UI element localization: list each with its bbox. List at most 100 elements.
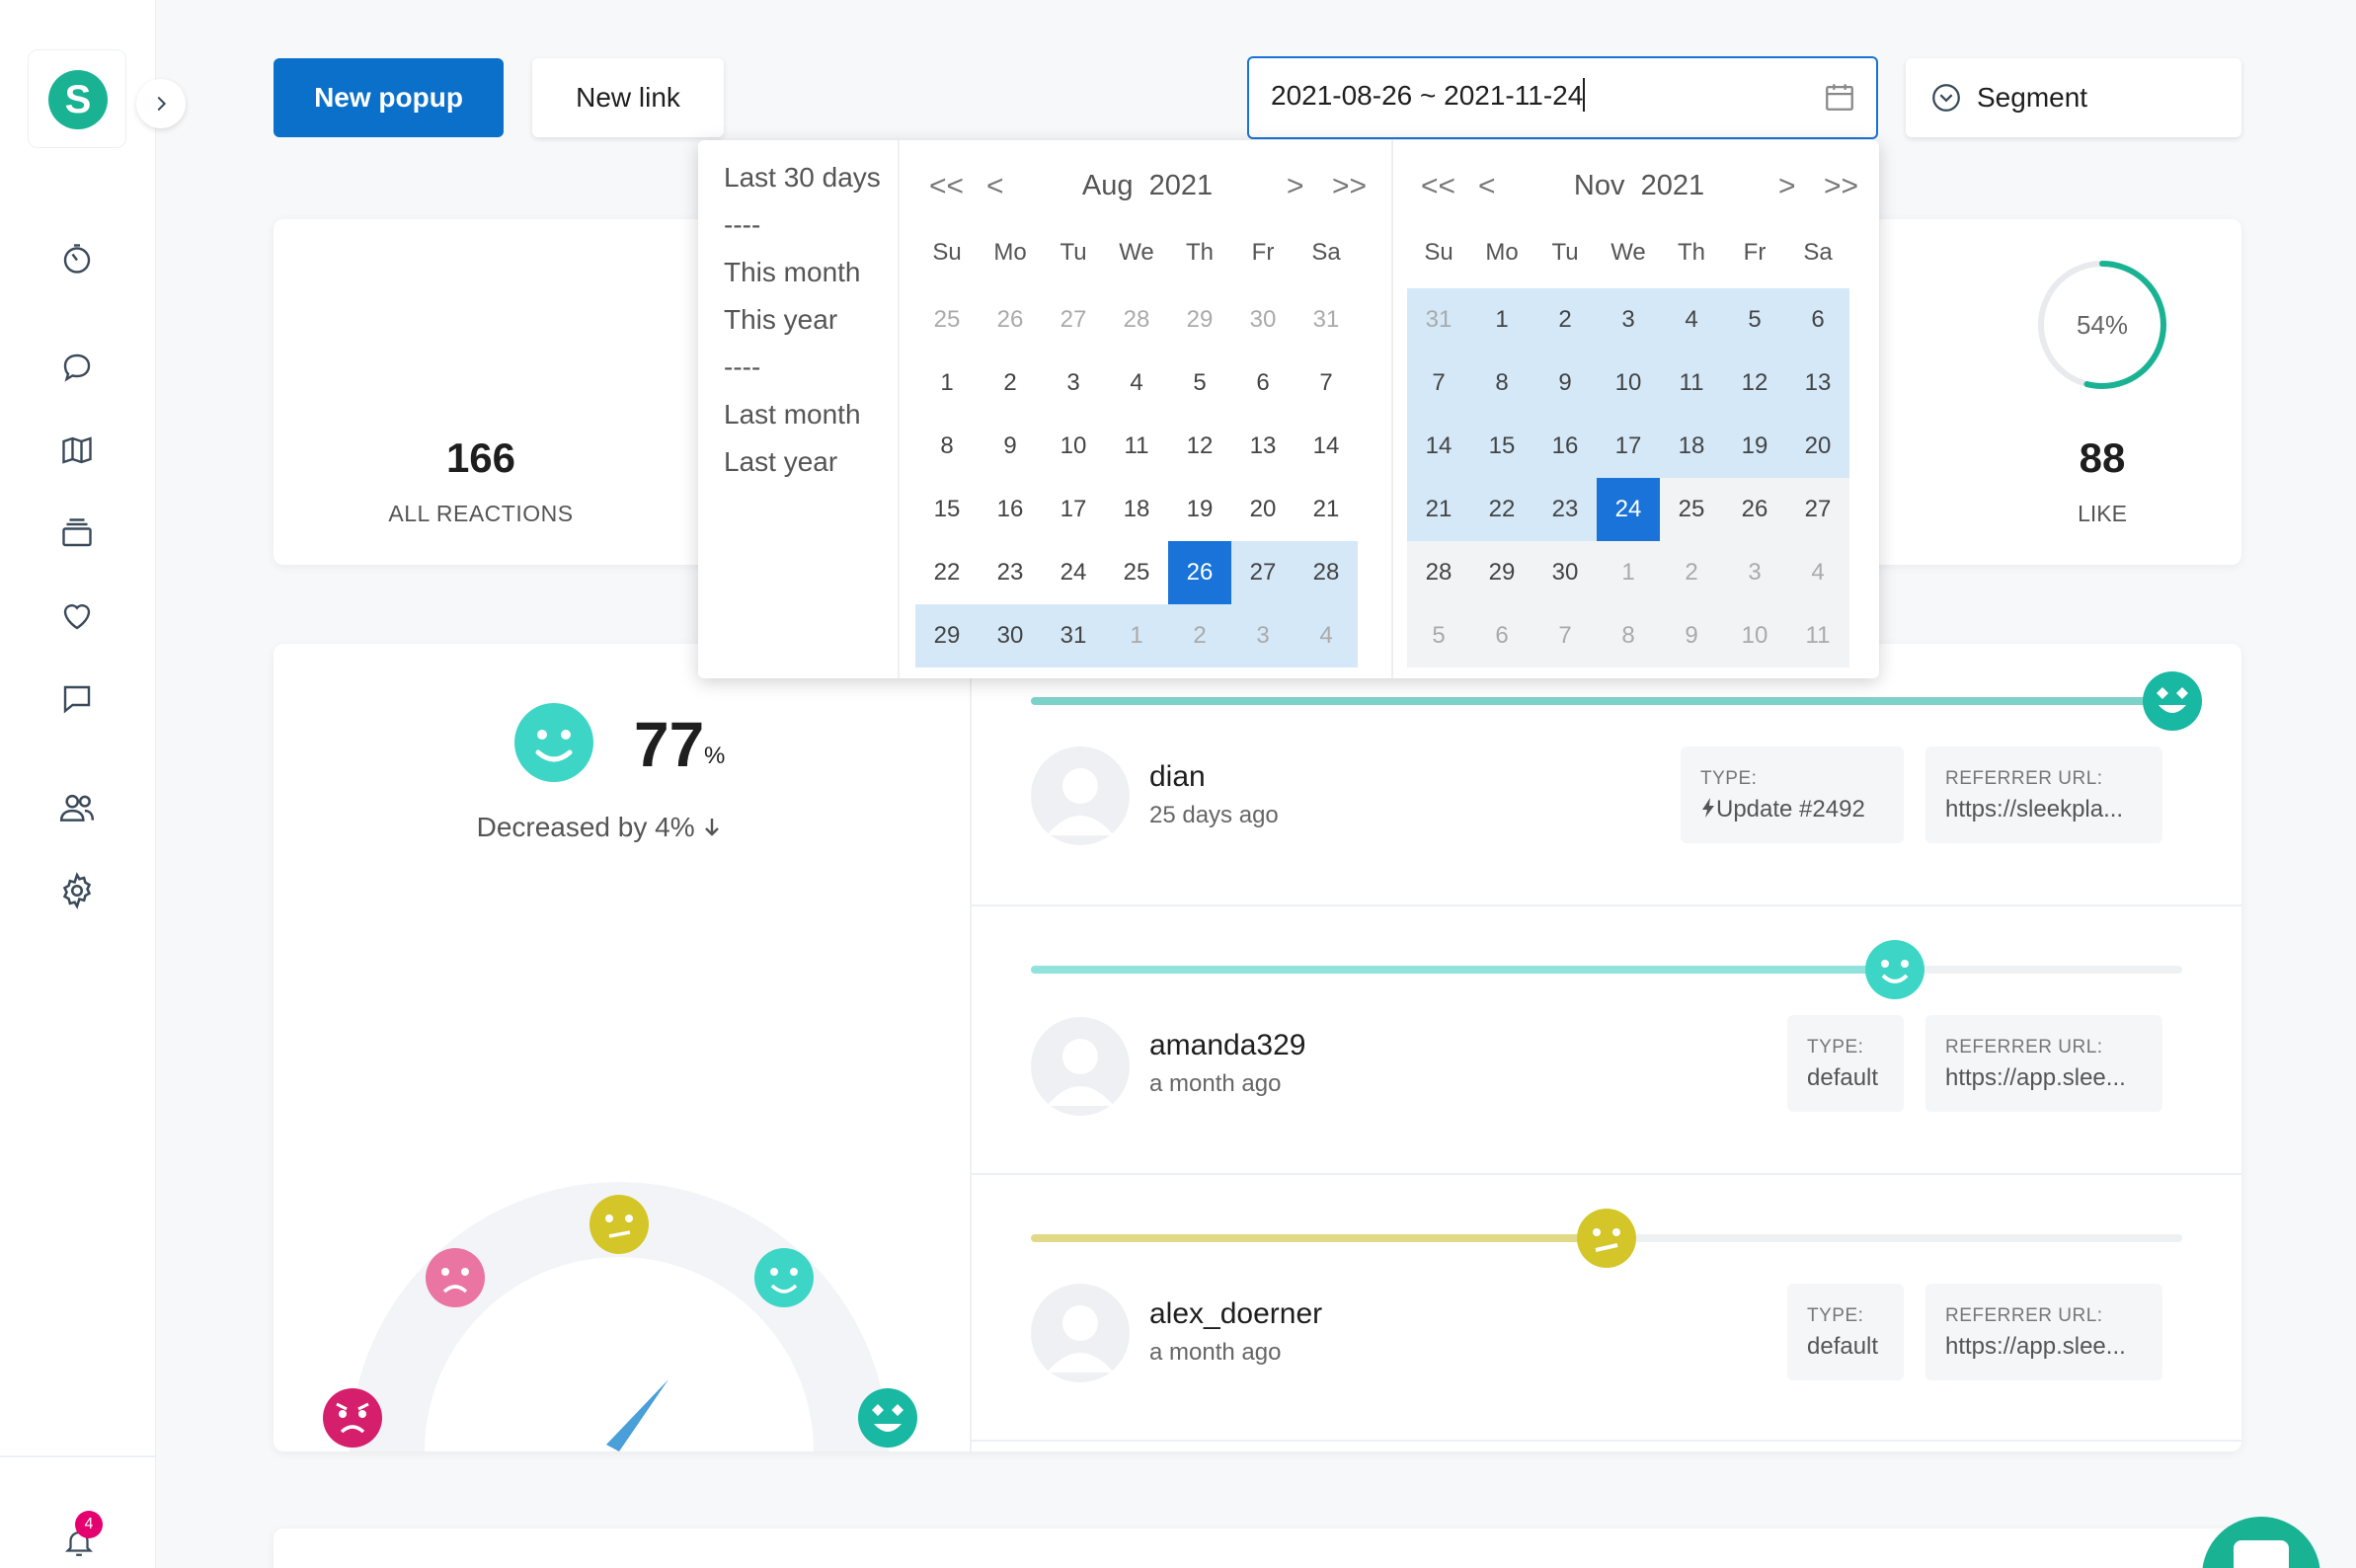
calendar-day[interactable]: 30 [979, 604, 1042, 667]
calendar-day[interactable]: 29 [1186, 306, 1214, 333]
calendar-day[interactable]: 9 [1660, 604, 1723, 667]
calendar-day[interactable]: 13 [1786, 352, 1849, 415]
gear-icon[interactable] [55, 869, 99, 912]
next-month-button[interactable]: > [1287, 170, 1304, 202]
calendar-title[interactable]: Aug 2021 [902, 170, 1393, 202]
calendar-day[interactable]: 25 [1660, 478, 1723, 541]
prev-month-button[interactable]: < [986, 170, 1004, 202]
neutral-face-icon[interactable] [1577, 1209, 1636, 1268]
preset-last-30-days[interactable]: Last 30 days [724, 162, 881, 193]
calendar-day[interactable]: 28 [1295, 541, 1358, 604]
calendar-day[interactable]: 13 [1249, 432, 1277, 459]
calendar-day[interactable]: 1 [1597, 541, 1660, 604]
calendar-day[interactable]: 2 [1003, 369, 1017, 396]
prev-year-button[interactable]: << [929, 170, 965, 202]
preset-last-month[interactable]: Last month [724, 399, 861, 430]
calendar-day[interactable]: 18 [1123, 496, 1150, 522]
username[interactable]: alex_doerner [1149, 1297, 1323, 1330]
referrer-value[interactable]: https://sleekpla... [1945, 796, 2124, 823]
calendar-day[interactable]: 2 [1533, 288, 1597, 352]
calendar-day[interactable]: 2 [1660, 541, 1723, 604]
calendar-day[interactable]: 16 [1533, 415, 1597, 478]
calendar-day[interactable]: 31 [1042, 604, 1105, 667]
calendar-day[interactable]: 5 [1193, 369, 1207, 396]
calendar-day[interactable]: 3 [1231, 604, 1295, 667]
calendar-day[interactable]: 17 [1060, 496, 1087, 522]
calendar-day-selected[interactable]: 24 [1597, 478, 1660, 541]
calendar-day[interactable]: 25 [933, 306, 961, 333]
calendar-day[interactable]: 4 [1130, 369, 1143, 396]
calendar-day[interactable]: 6 [1470, 604, 1533, 667]
calendar-day[interactable]: 3 [1066, 369, 1080, 396]
calendar-day[interactable]: 28 [1123, 306, 1150, 333]
next-year-button[interactable]: >> [1824, 170, 1859, 202]
calendar-day[interactable]: 25 [1123, 559, 1150, 586]
calendar-day[interactable]: 7 [1319, 369, 1333, 396]
calendar-day[interactable]: 5 [1723, 288, 1786, 352]
feed-item[interactable]: alex_doerner a month ago TYPE: default R… [972, 1175, 2241, 1442]
calendar-day[interactable]: 6 [1786, 288, 1849, 352]
calendar-day[interactable]: 31 [1312, 306, 1340, 333]
logo-container[interactable]: S [28, 49, 126, 148]
calendar-day[interactable]: 29 [1470, 541, 1533, 604]
calendar-day[interactable]: 14 [1407, 415, 1470, 478]
chat-bubble-icon[interactable] [55, 346, 99, 389]
calendar-day[interactable]: 9 [1003, 432, 1017, 459]
date-range-input[interactable]: 2021-08-26 ~ 2021-11-24 [1247, 56, 1878, 139]
calendar-day[interactable]: 24 [1060, 559, 1087, 586]
calendar-day[interactable]: 30 [1249, 306, 1277, 333]
calendar-day[interactable]: 8 [940, 432, 954, 459]
calendar-day[interactable]: 11 [1786, 604, 1849, 667]
message-icon[interactable] [55, 677, 99, 721]
calendar-day[interactable]: 20 [1249, 496, 1277, 522]
calendar-day[interactable]: 11 [1660, 352, 1723, 415]
new-popup-button[interactable]: New popup [274, 58, 504, 137]
calendar-day[interactable]: 31 [1407, 288, 1470, 352]
next-year-button[interactable]: >> [1332, 170, 1368, 202]
calendar-day[interactable]: 15 [1470, 415, 1533, 478]
calendar-day[interactable]: 30 [1533, 541, 1597, 604]
prev-month-button[interactable]: < [1478, 170, 1496, 202]
calendar-day[interactable]: 15 [933, 496, 961, 522]
calendar-day[interactable]: 16 [996, 496, 1024, 522]
referrer-value[interactable]: https://app.slee... [1945, 1333, 2126, 1360]
calendar-day[interactable]: 2 [1168, 604, 1231, 667]
happy-face-icon[interactable] [1865, 940, 1924, 999]
preset-this-year[interactable]: This year [724, 304, 838, 335]
calendar-day[interactable]: 4 [1786, 541, 1849, 604]
calendar-day[interactable]: 8 [1470, 352, 1533, 415]
calendar-icon[interactable] [1823, 80, 1856, 114]
calendar-day[interactable]: 1 [1105, 604, 1168, 667]
calendar-day[interactable]: 27 [1786, 478, 1849, 541]
calendar-day[interactable]: 26 [1723, 478, 1786, 541]
calendar-day[interactable]: 20 [1786, 415, 1849, 478]
love-face-icon[interactable] [2143, 671, 2202, 731]
calendar-day[interactable]: 12 [1723, 352, 1786, 415]
calendar-day[interactable]: 3 [1723, 541, 1786, 604]
calendar-day[interactable]: 3 [1597, 288, 1660, 352]
calendar-day[interactable]: 21 [1312, 496, 1340, 522]
chat-launcher-button[interactable] [2202, 1517, 2320, 1568]
preset-last-year[interactable]: Last year [724, 446, 838, 477]
calendar-title[interactable]: Nov 2021 [1393, 170, 1885, 202]
username[interactable]: dian [1149, 760, 1206, 793]
calendar-day[interactable]: 1 [940, 369, 954, 396]
calendar-day[interactable]: 5 [1407, 604, 1470, 667]
expand-sidebar-button[interactable] [136, 79, 186, 128]
calendar-day[interactable]: 14 [1312, 432, 1340, 459]
calendar-day[interactable]: 18 [1660, 415, 1723, 478]
calendar-day[interactable]: 11 [1124, 432, 1149, 459]
calendar-day[interactable]: 29 [915, 604, 979, 667]
calendar-day[interactable]: 26 [996, 306, 1024, 333]
timer-icon[interactable] [55, 237, 99, 280]
stack-icon[interactable] [55, 511, 99, 555]
calendar-day[interactable]: 23 [996, 559, 1024, 586]
calendar-day[interactable]: 4 [1295, 604, 1358, 667]
calendar-day[interactable]: 19 [1186, 496, 1214, 522]
calendar-day[interactable]: 28 [1407, 541, 1470, 604]
feed-item[interactable]: dian 25 days ago TYPE: Update #2492 REFE… [972, 644, 2241, 906]
calendar-day[interactable]: 22 [933, 559, 961, 586]
next-month-button[interactable]: > [1778, 170, 1796, 202]
referrer-value[interactable]: https://app.slee... [1945, 1064, 2126, 1091]
calendar-day[interactable]: 7 [1533, 604, 1597, 667]
